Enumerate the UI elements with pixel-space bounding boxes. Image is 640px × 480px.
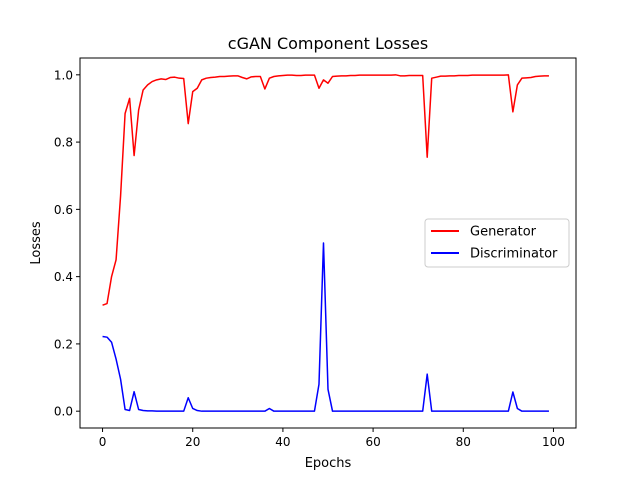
legend-label-generator: Generator: [470, 225, 537, 240]
chart-title: cGAN Component Losses: [228, 34, 428, 53]
x-tick-label: 60: [365, 435, 380, 449]
x-axis-ticks: 0 20 40 60 80 100: [99, 428, 565, 449]
legend-label-discriminator: Discriminator: [470, 247, 558, 262]
series-line-discriminator: [102, 242, 549, 412]
y-tick-label: 1.0: [54, 68, 73, 82]
legend: Generator Discriminator: [424, 218, 570, 268]
y-axis-ticks: 0.0 0.2 0.4 0.6 0.8 1.0: [54, 68, 80, 419]
y-tick-label: 0.4: [54, 270, 73, 284]
x-tick-label: 0: [99, 435, 107, 449]
x-tick-label: 80: [456, 435, 471, 449]
x-axis-label: Epochs: [305, 456, 352, 471]
plot-area: 0 20 40 60 80 100 0.0 0.2 0.4 0.6 0.8 1.0: [54, 57, 577, 449]
y-axis-label: Losses: [29, 221, 44, 265]
legend-box: [424, 218, 570, 268]
y-tick-label: 0.8: [54, 136, 73, 150]
y-tick-label: 0.0: [54, 405, 73, 419]
series-line-generator: [102, 74, 549, 306]
y-tick-label: 0.2: [54, 337, 73, 351]
axes-frame: [79, 57, 577, 429]
series-lines: [102, 74, 549, 412]
x-tick-label: 20: [185, 435, 200, 449]
y-tick-label: 0.6: [54, 203, 73, 217]
x-tick-label: 100: [542, 435, 565, 449]
x-tick-label: 40: [275, 435, 290, 449]
